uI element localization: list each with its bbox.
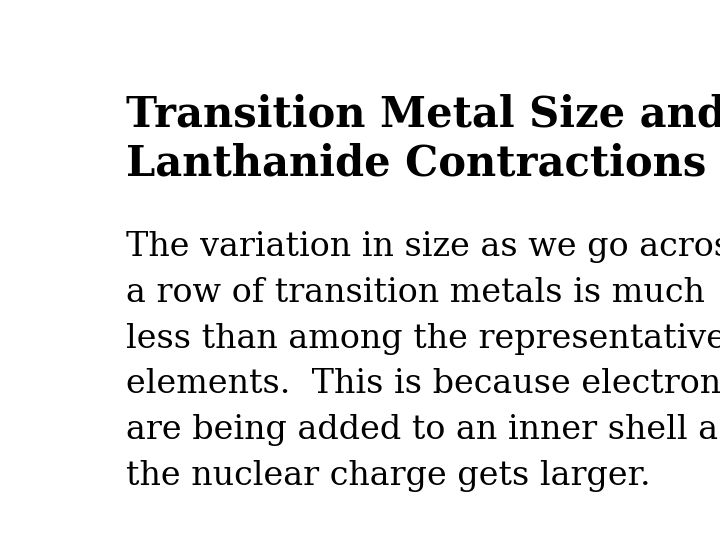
- Text: Transition Metal Size and
Lanthanide Contractions: Transition Metal Size and Lanthanide Con…: [126, 94, 720, 185]
- Text: The variation in size as we go across
a row of transition metals is much
less th: The variation in size as we go across a …: [126, 231, 720, 492]
